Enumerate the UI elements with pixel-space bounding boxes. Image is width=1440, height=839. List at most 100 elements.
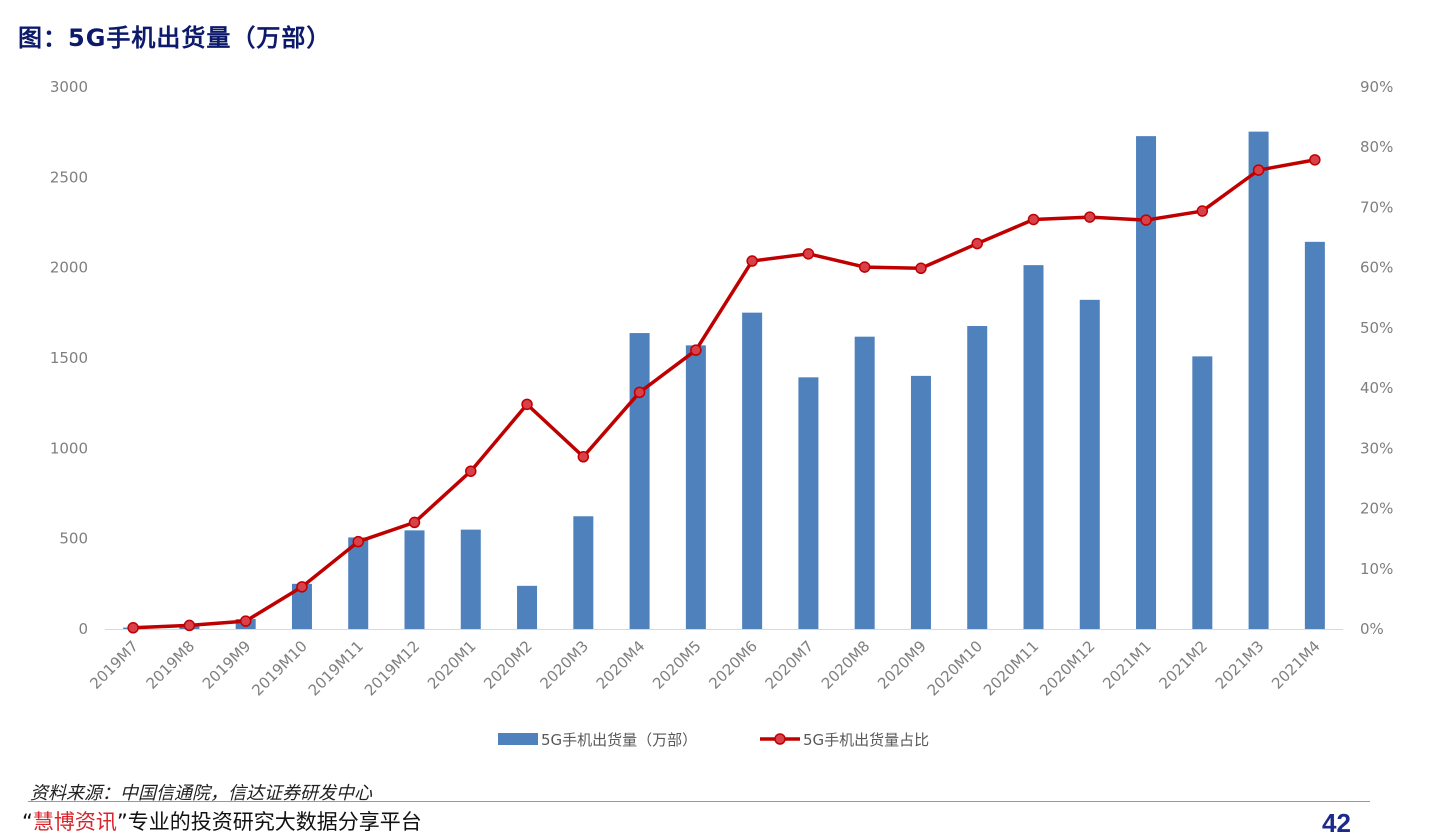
x-tick-label: 2020M11: [980, 637, 1042, 699]
right-tick-label: 40%: [1360, 379, 1393, 397]
bar-2020M9: [910, 375, 931, 629]
x-tick-label: 2021M2: [1156, 637, 1212, 693]
bar-2021M3: [1248, 131, 1269, 629]
share-point-2020M4: [633, 386, 646, 399]
x-tick-label: 2019M9: [199, 637, 255, 693]
footer-divider: [28, 801, 1370, 802]
x-tick-label: 2019M10: [248, 637, 310, 699]
legend: 5G手机出货量（万部） 5G手机出货量占比: [498, 731, 929, 749]
x-tick-label: 2021M3: [1212, 637, 1268, 693]
share-point-2019M7: [127, 622, 139, 634]
bar-series: [123, 131, 1325, 629]
left-tick-label: 500: [59, 530, 88, 548]
share-point-2019M12: [408, 516, 421, 529]
right-tick-label: 30%: [1360, 439, 1393, 457]
share-point-2019M8: [183, 619, 196, 632]
x-tick-label: 2020M6: [705, 637, 761, 693]
footer-brand[interactable]: 慧博资讯: [32, 810, 117, 834]
x-tick-label: 2020M12: [1036, 637, 1098, 699]
right-tick-label: 90%: [1360, 78, 1393, 96]
figure-title: 图：5G手机出货量（万部）: [18, 24, 332, 52]
left-tick-label: 2500: [50, 168, 88, 186]
x-tick-label: 2020M2: [480, 637, 536, 693]
share-point-2020M7: [802, 248, 815, 260]
bar-2020M2: [517, 585, 538, 629]
source-note: 资料来源：中国信通院，信达证券研发中心: [30, 783, 372, 804]
right-tick-label: 80%: [1360, 138, 1393, 156]
bar-2020M4: [629, 333, 650, 629]
share-line: [131, 158, 1317, 630]
share-point-2021M1: [1140, 214, 1152, 226]
legend-bar-label: 5G手机出货量（万部）: [541, 731, 697, 749]
x-tick-label: 2020M5: [649, 637, 705, 693]
x-tick-label: 2019M7: [86, 637, 142, 693]
share-point-2020M11: [1027, 213, 1040, 226]
x-tick-label: 2019M12: [361, 637, 423, 699]
footer-banner: “慧博资讯”专业的投资研究大数据分享平台: [22, 806, 422, 836]
left-tick-label: 3000: [50, 78, 88, 96]
bar-2020M5: [685, 345, 706, 629]
footer-slogan: 专业的投资研究大数据分享平台: [127, 810, 422, 834]
bar-2019M12: [404, 530, 425, 629]
legend-bar-swatch: [498, 733, 538, 745]
bar-2020M3: [573, 516, 594, 629]
x-tick-label: 2020M4: [593, 637, 649, 693]
share-point-2020M10: [971, 237, 983, 250]
bar-2019M11: [348, 537, 369, 629]
x-tick-label: 2021M1: [1099, 637, 1155, 693]
x-tick-label: 2019M11: [305, 637, 367, 699]
left-y-axis: 0 500 1000 1500 2000 2500 3000: [50, 78, 88, 638]
left-tick-label: 1000: [50, 439, 88, 457]
x-tick-label: 2020M7: [762, 637, 818, 693]
share-point-2020M5: [690, 344, 702, 356]
share-point-2021M3: [1252, 164, 1265, 176]
share-point-2020M8: [858, 261, 871, 273]
left-tick-label: 2000: [50, 259, 88, 277]
legend-line-label: 5G手机出货量占比: [803, 731, 929, 749]
share-point-2021M4: [1309, 154, 1321, 166]
right-tick-label: 0%: [1360, 620, 1384, 638]
share-point-2020M6: [746, 255, 758, 267]
right-tick-label: 50%: [1360, 319, 1393, 337]
x-tick-label: 2020M1: [424, 637, 480, 693]
bar-2019M10: [291, 583, 312, 629]
share-point-2019M11: [352, 535, 364, 548]
bar-2021M2: [1192, 356, 1213, 629]
share-point-2020M9: [915, 262, 927, 275]
x-tick-label: 2021M4: [1268, 637, 1324, 693]
share-point-2019M10: [296, 581, 308, 593]
share-point-2020M12: [1084, 211, 1096, 223]
bar-2020M8: [854, 336, 875, 629]
left-tick-label: 1500: [50, 349, 88, 367]
x-tick-label: 2020M9: [874, 637, 930, 693]
x-tick-label: 2020M8: [818, 637, 874, 693]
right-tick-label: 60%: [1360, 259, 1393, 277]
legend-line-marker: [774, 733, 786, 745]
x-tick-label: 2020M10: [924, 637, 986, 699]
share-point-2020M2: [521, 398, 533, 411]
bar-2020M7: [798, 377, 819, 629]
bar-2020M6: [742, 312, 763, 629]
footer-quote-close: ”: [116, 810, 128, 834]
share-point-2021M2: [1196, 205, 1209, 217]
bar-2021M4: [1304, 241, 1325, 629]
share-point-2020M1: [465, 465, 477, 477]
right-tick-label: 10%: [1360, 560, 1393, 578]
right-tick-label: 20%: [1360, 500, 1393, 518]
line-series: [127, 154, 1321, 634]
chart-canvas: 0 500 1000 1500 2000 2500 3000 0% 10% 20% 30% 40% 5…: [50, 78, 1394, 749]
bar-2020M10: [967, 326, 988, 629]
footer-quote-open: “: [22, 810, 33, 834]
bar-2021M1: [1136, 136, 1157, 629]
x-tick-label: 2019M8: [143, 637, 199, 693]
share-point-2020M3: [577, 451, 590, 463]
right-tick-label: 70%: [1360, 198, 1393, 216]
share-point-2019M9: [239, 615, 252, 627]
bar-2020M12: [1079, 299, 1100, 629]
right-y-axis: 0% 10% 20% 30% 40% 50% 60% 70% 80% 90%: [1360, 78, 1393, 638]
bar-2020M11: [1023, 265, 1044, 629]
bar-2020M1: [460, 529, 481, 629]
left-tick-label: 0: [78, 620, 88, 638]
x-tick-label: 2020M3: [537, 637, 593, 693]
